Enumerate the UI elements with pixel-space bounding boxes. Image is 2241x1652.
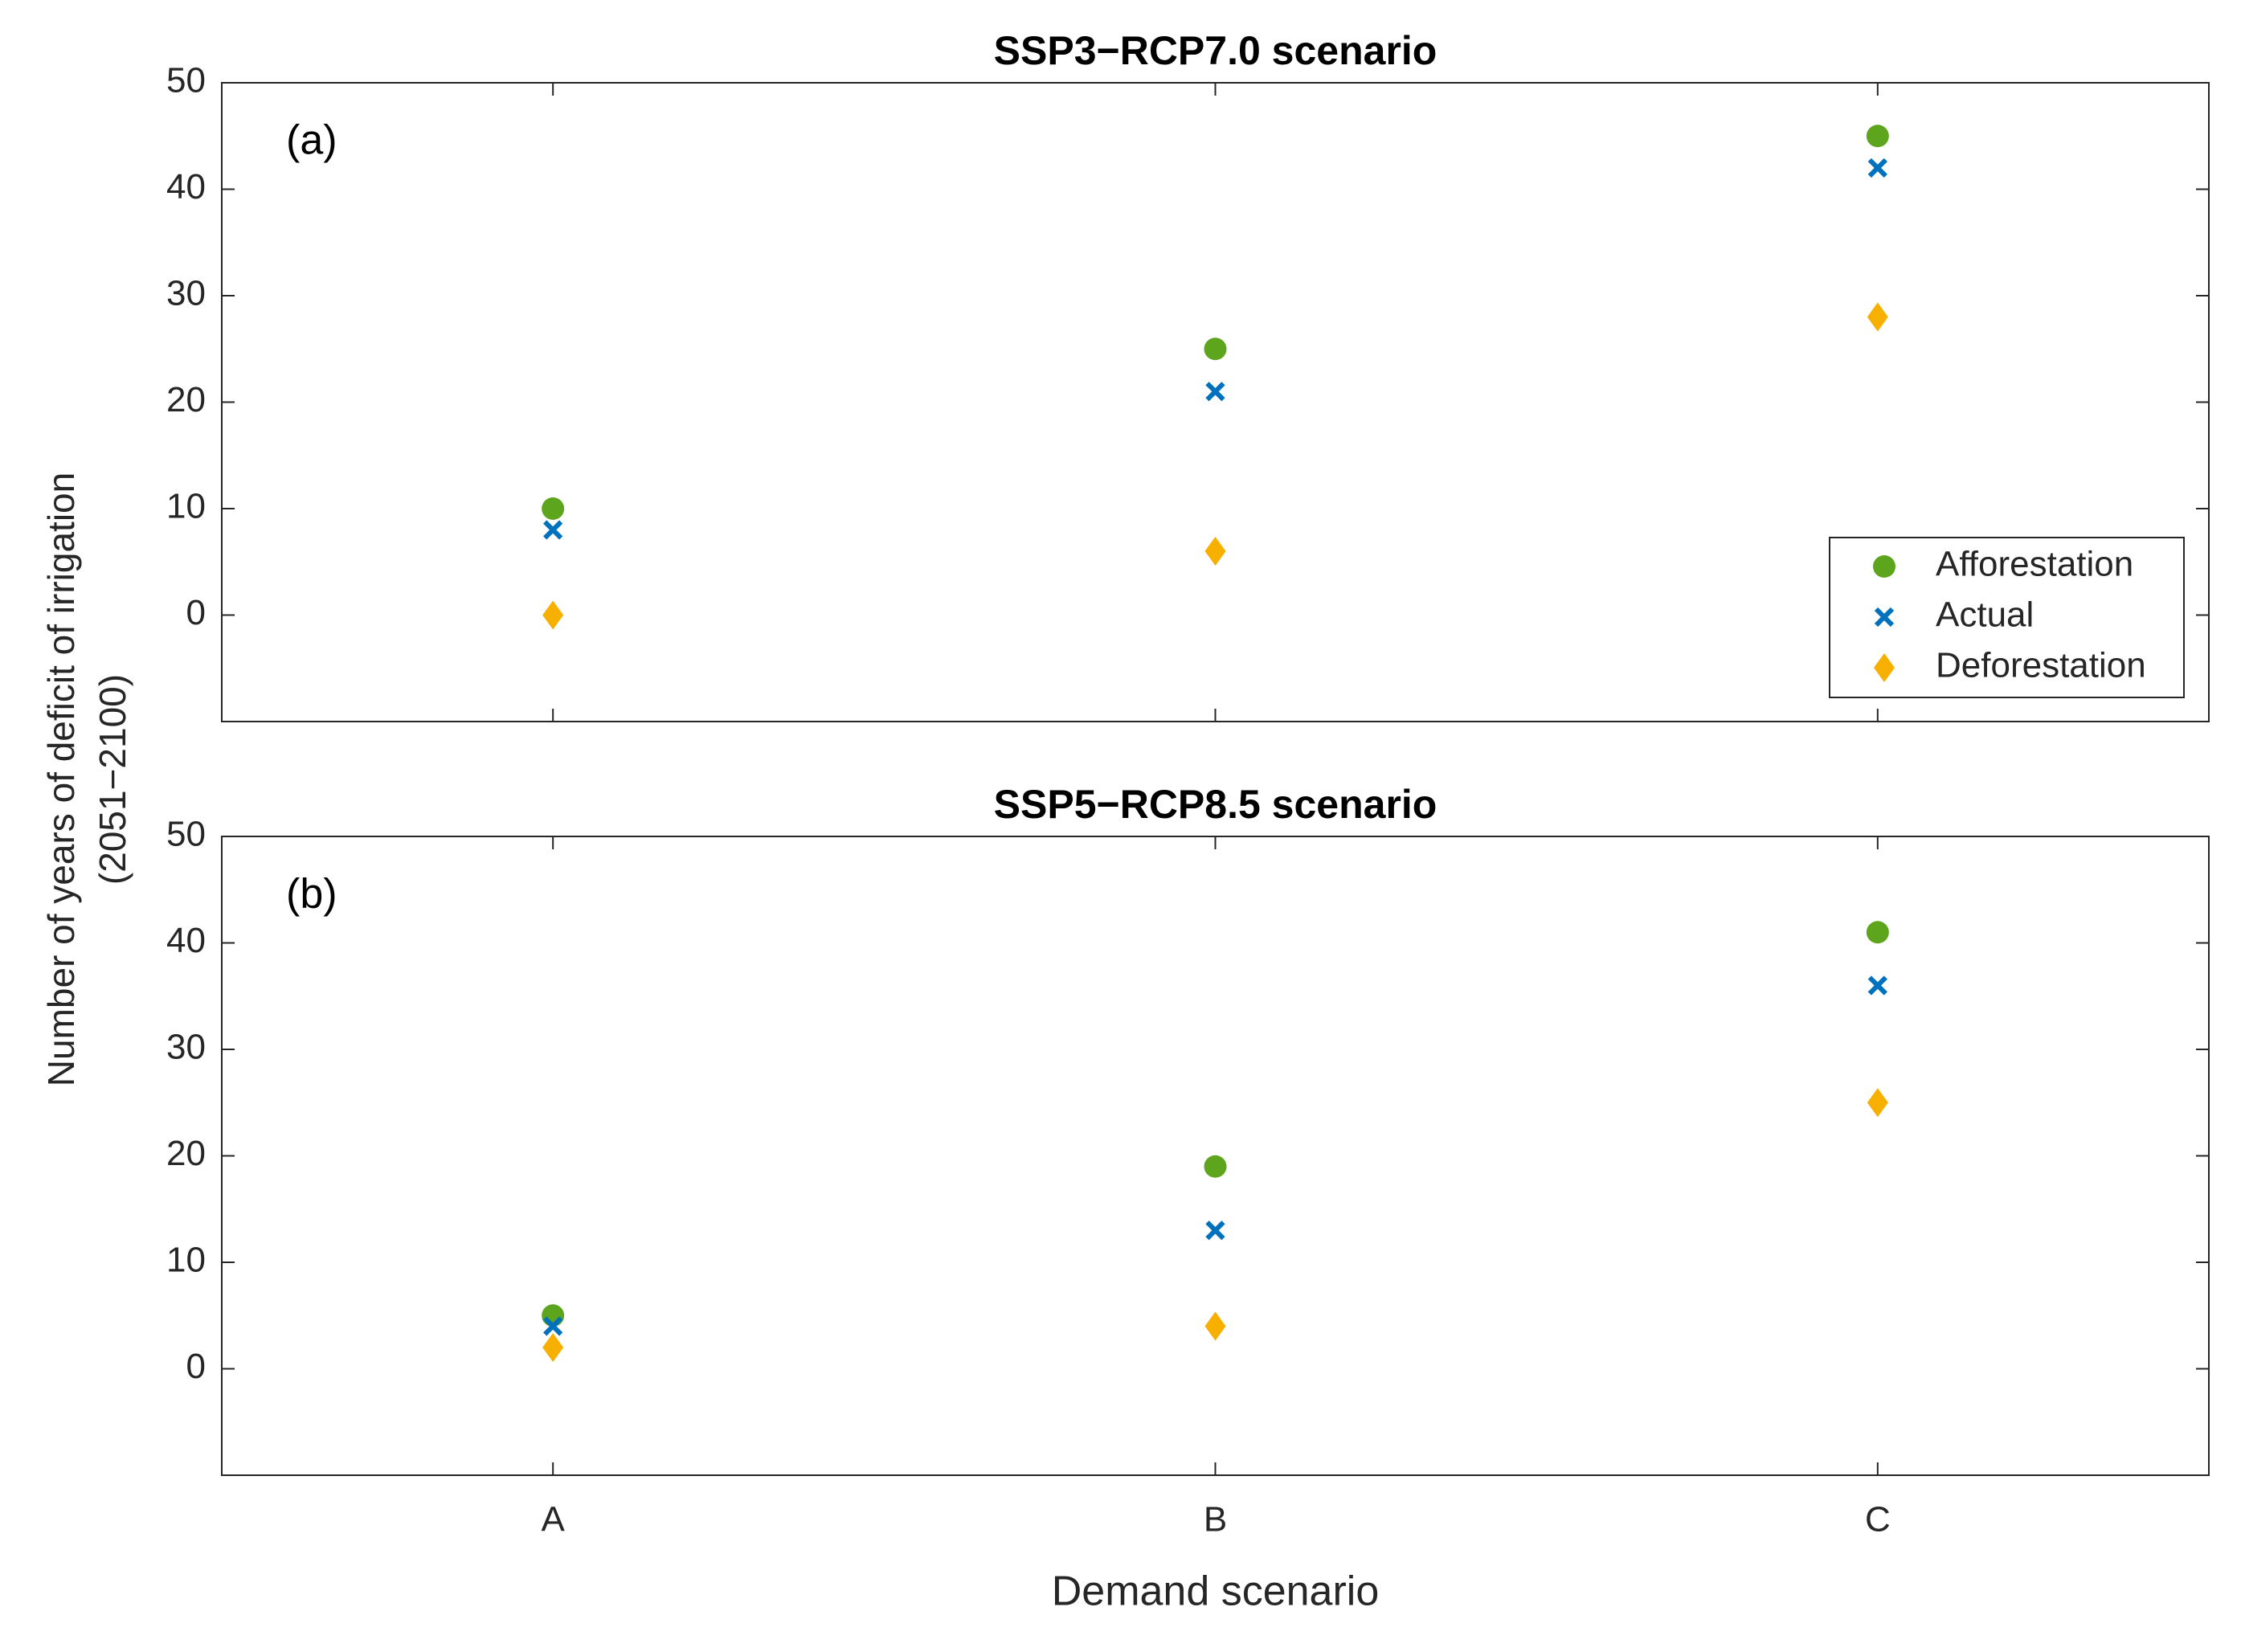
marker [1204,537,1226,566]
legend-label: Actual [1936,595,2034,635]
marker [1204,1311,1226,1341]
marker [1867,157,1887,178]
marker [1204,1155,1227,1178]
y-tick-label: 0 [186,1347,206,1386]
y-axis-label: Number of years of deficit of irrigation… [40,472,133,1086]
y-tick-label: 50 [166,815,206,854]
marker [542,1333,564,1362]
marker [542,497,565,520]
marker [1874,607,1895,628]
marker [1867,302,1888,332]
chart-title: SSP3−RCP7.0 scenario [994,28,1437,73]
y-tick-label: 30 [166,274,206,313]
marker [1873,555,1895,578]
marker [543,520,563,540]
legend-label: Deforestation [1936,646,2146,685]
marker [542,600,564,630]
x-axis-label: Demand scenario [1052,1568,1380,1615]
marker [1205,1221,1225,1241]
y-tick-label: 0 [186,593,206,632]
marker [1867,975,1887,996]
panel-label: (b) [286,871,337,918]
marker [1874,653,1895,682]
chart-title: SSP5−RCP8.5 scenario [994,782,1437,827]
y-tick-label: 20 [166,380,206,419]
y-axis-label-line: Number of years of deficit of irrigation [40,472,82,1086]
y-tick-label: 30 [166,1028,206,1067]
y-tick-label: 10 [166,487,206,526]
x-tick-label: C [1865,1500,1891,1540]
y-tick-label: 40 [166,921,206,960]
legend-label: Afforestation [1936,545,2133,584]
y-tick-label: 40 [166,167,206,206]
y-tick-label: 20 [166,1134,206,1173]
y-axis-label-line: (2051−2100) [92,674,133,885]
marker [1867,1088,1888,1118]
marker [1205,382,1225,402]
marker [1204,337,1227,361]
marker [543,1316,563,1336]
panel-label: (a) [286,117,337,164]
x-tick-label: B [1204,1500,1227,1540]
marker [1866,921,1889,944]
y-tick-label: 10 [166,1241,206,1280]
x-tick-label: A [541,1500,565,1540]
y-tick-label: 50 [166,61,206,100]
marker [1866,125,1889,148]
